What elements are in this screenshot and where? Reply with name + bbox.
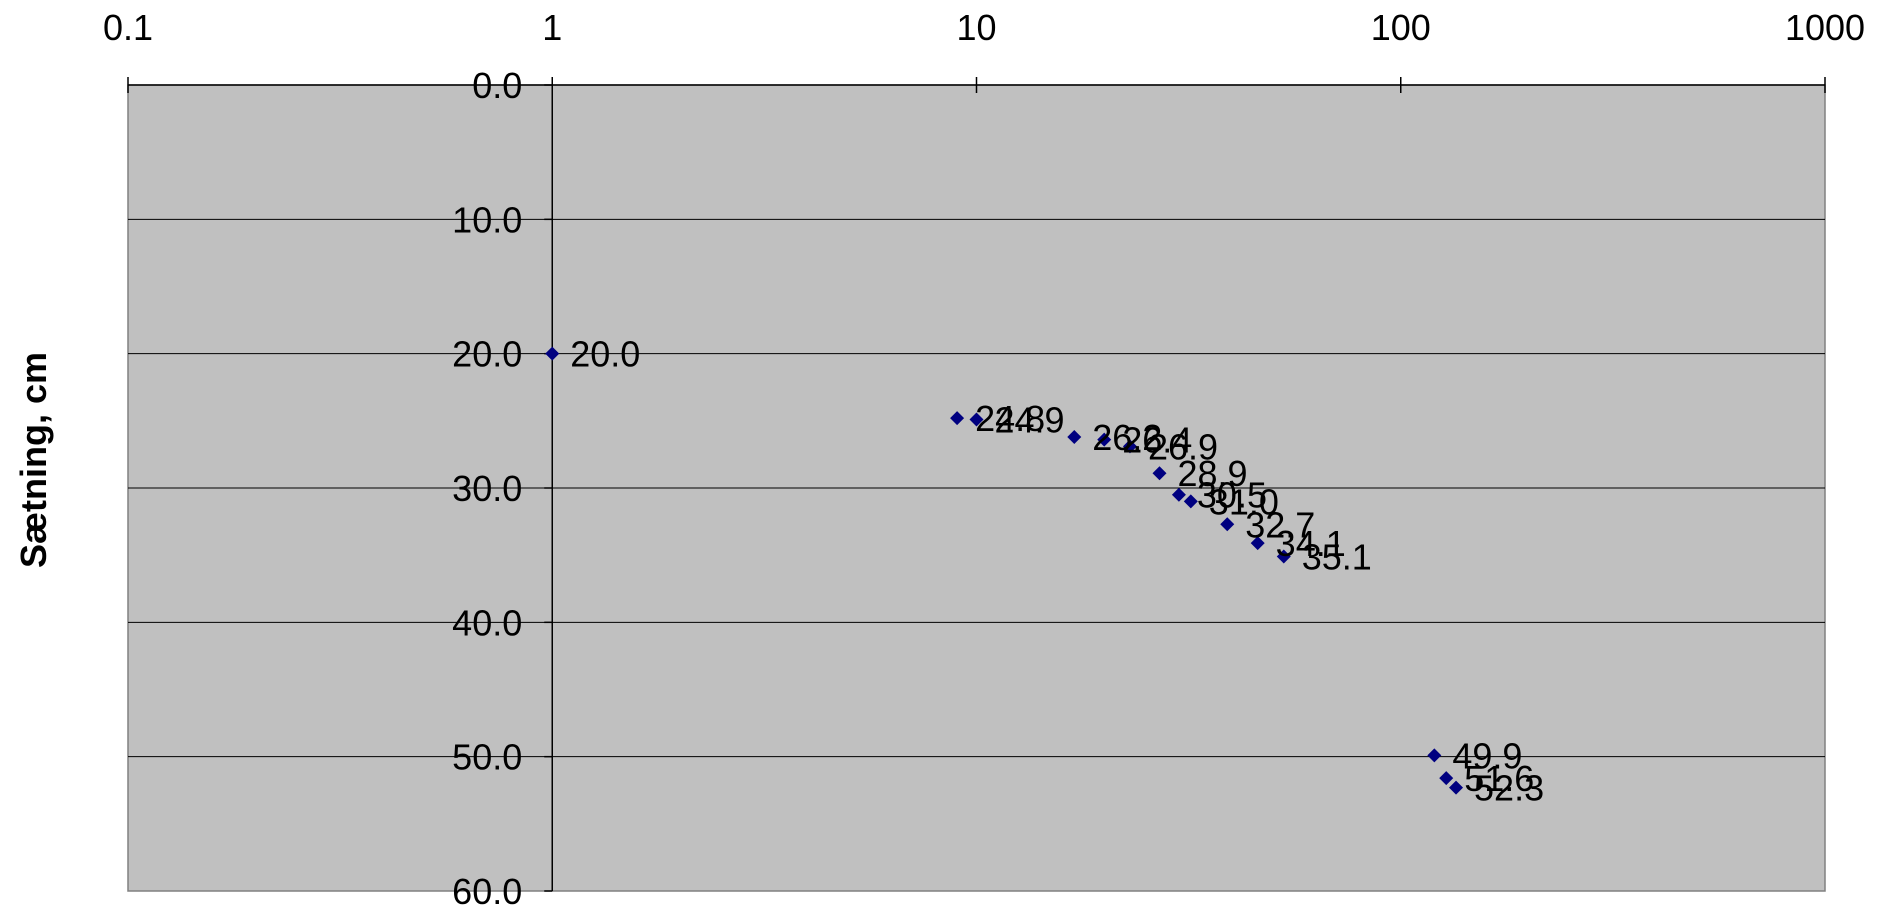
data-label: 35.1 [1302, 537, 1372, 578]
data-label: 24.8 [975, 398, 1045, 439]
data-label: 51.6 [1464, 758, 1534, 799]
data-point [1427, 748, 1442, 763]
y-axis: 0.0 10.0 20.0 30.0 40.0 50.0 60.0 [452, 65, 553, 912]
data-label: 20.0 [570, 334, 640, 375]
y-tick-label: 40.0 [452, 602, 522, 643]
data-point [1439, 771, 1454, 786]
data-point [1220, 517, 1235, 532]
data-point [1067, 429, 1082, 444]
gridlines [128, 218, 1825, 758]
data-point [1122, 439, 1137, 454]
data-label: 30.5 [1197, 475, 1267, 516]
data-point [1449, 780, 1464, 795]
data-label: 26.2 [1092, 417, 1162, 458]
y-axis-title: Sætning, cm [13, 351, 54, 569]
data-point [1152, 466, 1167, 481]
y-tick-label: 50.0 [452, 737, 522, 778]
data-point [545, 346, 560, 361]
data-label: 49.9 [1452, 735, 1522, 776]
x-tick-label: 10 [956, 7, 996, 48]
x-tick-label: 100 [1371, 7, 1431, 48]
data-label: 34.1 [1276, 523, 1346, 564]
data-label: 24.9 [995, 399, 1065, 440]
data-label: 31.0 [1209, 481, 1279, 522]
y-tick-label: 60.0 [452, 871, 522, 912]
y-tick-label: 10.0 [452, 199, 522, 240]
x-tick-label: 1 [542, 7, 562, 48]
x-axis: 0.1 1 10 100 1000 [103, 7, 1865, 93]
x-tick-label: 0.1 [103, 7, 153, 48]
data-point [1097, 432, 1112, 447]
data-label: 32.7 [1245, 504, 1315, 545]
data-label: 52.3 [1474, 768, 1544, 809]
y-tick-label: 0.0 [472, 65, 522, 106]
x-tick-label: 1000 [1785, 7, 1865, 48]
data-point [1183, 494, 1198, 509]
data-labels: 20.0 24.824.9 26.226.426.928.930.531.032.7… [570, 334, 1544, 809]
y-axis-title-box: Sætning, cm [12, 270, 56, 650]
data-points [545, 346, 1464, 795]
data-point [1171, 487, 1186, 502]
data-label: 26.9 [1148, 426, 1218, 467]
data-label: 28.9 [1178, 453, 1248, 494]
data-label: 26.4 [1122, 420, 1192, 461]
data-point [969, 412, 984, 427]
y-tick-label: 20.0 [452, 334, 522, 375]
data-point [1250, 536, 1265, 551]
y-tick-label: 30.0 [452, 468, 522, 509]
data-point [1276, 549, 1291, 564]
data-point [950, 411, 965, 426]
